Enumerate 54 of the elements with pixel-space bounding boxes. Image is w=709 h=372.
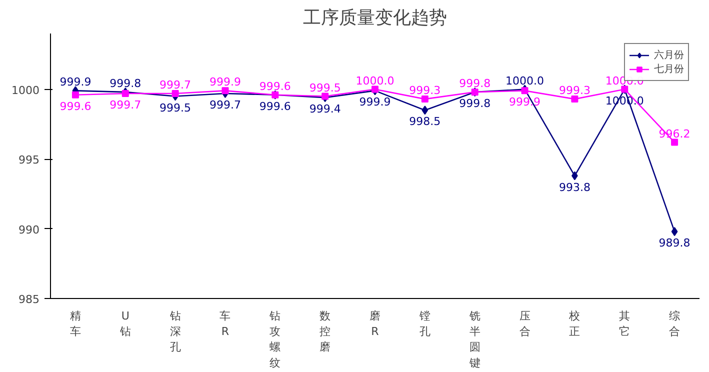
x-tick-label: 磨R xyxy=(370,310,380,338)
data-label: 989.8 xyxy=(658,236,690,250)
data-label: 999.5 xyxy=(160,101,192,114)
data-label: 1000.0 xyxy=(506,74,544,88)
data-label: 999.8 xyxy=(110,77,142,90)
data-label: 993.8 xyxy=(558,180,590,194)
data-label: 998.5 xyxy=(409,115,441,128)
data-label: 999.9 xyxy=(359,96,391,109)
data-label: 1000.0 xyxy=(356,74,394,88)
point xyxy=(421,96,428,103)
y-tick-label: 985 xyxy=(18,293,40,306)
point xyxy=(222,87,229,94)
x-tick-label: 其它 xyxy=(619,310,630,338)
legend-label: 六月份 xyxy=(654,48,684,62)
x-tick-label: 压合 xyxy=(519,310,530,338)
point xyxy=(422,106,428,115)
x-tick-label: 镗孔 xyxy=(418,310,430,338)
x-tick-label: 精车 xyxy=(70,310,81,338)
x-tick-label: 钻攻螺纹 xyxy=(268,310,281,370)
x-tick-label: 综合 xyxy=(669,310,680,338)
point xyxy=(172,90,179,97)
data-label: 999.5 xyxy=(309,81,341,94)
x-tick-label: U钻 xyxy=(118,310,131,338)
chart-title: 工序质量变化趋势 xyxy=(303,8,447,28)
data-label: 999.9 xyxy=(209,76,241,89)
data-label: 999.9 xyxy=(60,76,92,89)
x-tick-label: 铣半圆键 xyxy=(468,310,480,370)
point xyxy=(322,92,329,100)
legend-label: 七月份 xyxy=(654,62,684,76)
data-label: 999.8 xyxy=(459,97,491,110)
data-label: 999.4 xyxy=(309,102,341,116)
data-label: 999.6 xyxy=(259,100,291,113)
point xyxy=(671,138,678,146)
data-label: 999.6 xyxy=(259,80,291,93)
data-label: 999.8 xyxy=(459,77,491,90)
x-tick-label: 校正 xyxy=(568,310,580,338)
data-label: 999.7 xyxy=(160,78,192,92)
x-tick-label: 车R xyxy=(220,310,231,338)
data-label: 999.3 xyxy=(558,84,590,98)
point xyxy=(671,227,678,236)
point xyxy=(72,91,79,98)
data-label: 999.7 xyxy=(110,98,142,112)
x-tick-label: 钻深孔 xyxy=(168,310,181,354)
data-label: 999.3 xyxy=(409,84,441,98)
data-label: 999.6 xyxy=(60,100,92,113)
data-label: 1000.0 xyxy=(605,74,644,88)
point xyxy=(521,87,528,94)
data-label: 999.7 xyxy=(209,98,241,112)
point xyxy=(372,86,378,93)
y-tick-label: 995 xyxy=(18,154,40,167)
point xyxy=(571,96,578,103)
x-tick-label: 数控磨 xyxy=(320,310,331,354)
y-tick-label: 1000 xyxy=(12,84,40,97)
y-tick-label: 990 xyxy=(18,223,40,236)
